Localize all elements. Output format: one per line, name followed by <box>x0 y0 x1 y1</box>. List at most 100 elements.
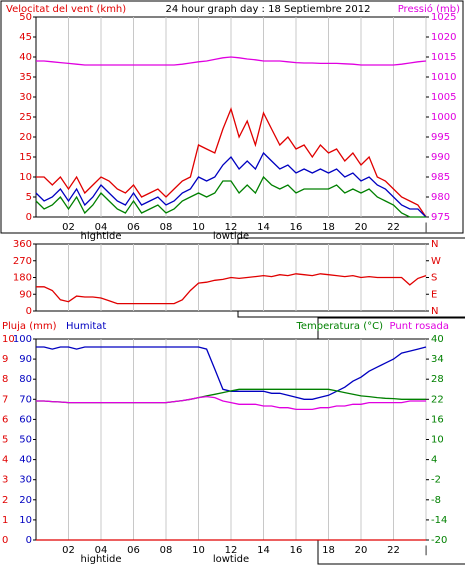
x-tick-label: | <box>424 222 427 233</box>
y3-tick-label: 8 <box>2 374 8 385</box>
y3-tick-label: 0 <box>2 535 8 546</box>
annotation: lowtide <box>213 231 249 242</box>
y-tick-label: 60 <box>19 414 32 425</box>
y-tick-label: 270 <box>13 256 32 267</box>
y-tick-label: 30 <box>19 92 32 103</box>
y-tick-label: -2 <box>431 475 441 486</box>
legend-label: Punt rosada <box>390 321 449 332</box>
series-line <box>35 175 426 218</box>
x-tick-label: 08 <box>160 222 173 233</box>
y-tick-label: 990 <box>431 152 450 163</box>
x-tick-label: 18 <box>322 222 335 233</box>
y-tick-label: 50 <box>19 435 32 446</box>
y-tick-label: 1020 <box>431 32 456 43</box>
y-tick-label: 180 <box>13 273 32 284</box>
chart-title: 24 hour graph day : 18 Septiembre 2012 <box>166 4 371 15</box>
y-axis-title: Velocitat del vent (kmh) <box>6 4 126 15</box>
x-tick-label: 20 <box>355 545 368 556</box>
x-tick-label: 18 <box>322 545 335 556</box>
y-tick-label: 80 <box>19 374 32 385</box>
y-tick-label: 34 <box>431 354 444 365</box>
y-tick-label: 980 <box>431 192 450 203</box>
y-tick-label: 20 <box>19 132 32 143</box>
y-tick-label: -8 <box>431 495 441 506</box>
y3-tick-label: 6 <box>2 414 8 425</box>
y3-tick-label: 4 <box>2 455 8 466</box>
y-tick-label: 360 <box>13 239 32 250</box>
y3-tick-label: 3 <box>2 475 8 486</box>
x-tick-label: 20 <box>355 222 368 233</box>
y-tick-label: E <box>431 289 437 300</box>
y-tick-label: 100 <box>13 334 32 345</box>
y-tick-label: 10 <box>19 515 32 526</box>
legend-label: Pressió (mb) <box>398 3 460 15</box>
y-tick-label: 1015 <box>431 52 456 63</box>
y-tick-label: 1005 <box>431 92 456 103</box>
y-tick-label: 40 <box>19 455 32 466</box>
y-tick-label: 0 <box>26 306 32 317</box>
y-tick-label: 1025 <box>431 12 456 23</box>
y-tick-label: 16 <box>431 414 444 425</box>
annotation: hightide <box>80 231 121 242</box>
y-tick-label: -14 <box>431 515 447 526</box>
legend-label: Pluja (mm) <box>2 321 57 332</box>
y-tick-label: 40 <box>19 52 32 63</box>
series-line <box>36 107 427 218</box>
y-tick-label: 28 <box>431 374 444 385</box>
y3-tick-label: 2 <box>2 495 8 506</box>
y-tick-label: 90 <box>19 354 32 365</box>
x-tick-label: 04 <box>95 222 108 233</box>
y-tick-label: 0 <box>26 212 32 223</box>
y-tick-label: 70 <box>19 394 32 405</box>
x-tick-label: | <box>424 545 427 556</box>
x-tick-label: 16 <box>290 545 303 556</box>
series-line <box>36 56 427 66</box>
x-tick-label: 02 <box>62 545 75 556</box>
y-tick-label: 25 <box>19 112 32 123</box>
y-tick-label: 40 <box>431 334 444 345</box>
x-tick-label: 14 <box>257 545 270 556</box>
y3-tick-label: 5 <box>2 435 8 446</box>
x-tick-label: 04 <box>95 545 108 556</box>
x-tick-label: 02 <box>62 222 75 233</box>
y-tick-label: S <box>431 273 437 284</box>
legend-label: Humitat <box>66 321 106 332</box>
y-tick-label: W <box>431 256 441 267</box>
legend-label: Temperatura (°C) <box>295 321 383 332</box>
y-tick-label: 10 <box>431 435 444 446</box>
y3-tick-label: 1 <box>2 515 8 526</box>
y-tick-label: 1000 <box>431 112 456 123</box>
y3-tick-label: 7 <box>2 394 8 405</box>
y-tick-label: 20 <box>19 495 32 506</box>
x-tick-label: 22 <box>387 545 400 556</box>
y-tick-label: 4 <box>431 455 437 466</box>
y-tick-label: -20 <box>431 535 447 546</box>
y3-tick-label: 10 <box>2 334 15 345</box>
x-tick-label: 22 <box>387 222 400 233</box>
x-tick-label: 10 <box>192 222 205 233</box>
y-tick-label: 1010 <box>431 72 456 83</box>
y-tick-label: 5 <box>26 192 32 203</box>
x-tick-label: 12 <box>225 545 238 556</box>
y-tick-label: N <box>431 239 438 250</box>
y3-tick-label: 9 <box>2 354 8 365</box>
y-tick-label: 985 <box>431 172 450 183</box>
y-tick-label: 15 <box>19 152 32 163</box>
x-tick-label: 12 <box>225 222 238 233</box>
y-tick-label: N <box>431 306 438 317</box>
y-tick-label: 975 <box>431 212 450 223</box>
x-tick-label: 14 <box>257 222 270 233</box>
y-tick-label: 10 <box>19 172 32 183</box>
panel-frame <box>0 0 464 234</box>
y-tick-label: 995 <box>431 132 450 143</box>
y-tick-label: 30 <box>19 475 32 486</box>
series-line <box>36 273 427 305</box>
x-tick-label: 10 <box>192 545 205 556</box>
y-tick-label: 22 <box>431 394 444 405</box>
x-tick-label: 16 <box>290 222 303 233</box>
series-line <box>35 151 427 218</box>
series-line <box>36 395 426 411</box>
y-tick-label: 45 <box>19 32 32 43</box>
annotation: hightide <box>80 554 121 565</box>
